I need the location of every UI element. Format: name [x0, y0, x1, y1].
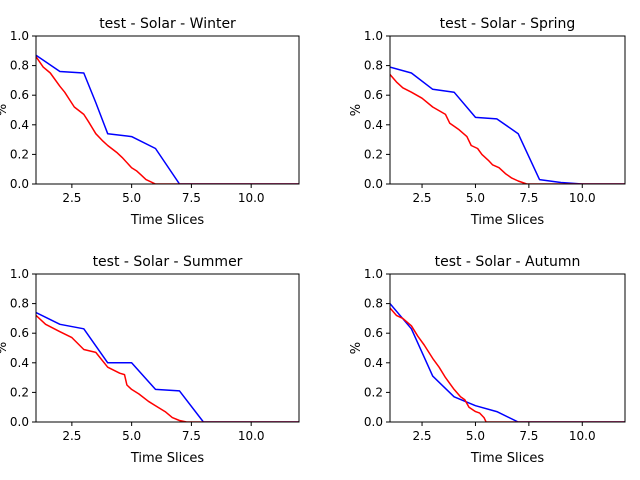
y-tick-label: 0.2 [364, 385, 383, 399]
subplot-title: test - Solar - Winter [99, 16, 236, 32]
subplot-spring: test - Solar - Spring Time Slices % 2.5 5… [349, 16, 626, 228]
series-line-1 [36, 56, 299, 184]
y-tick-label: 0.0 [10, 177, 29, 191]
series-line-0 [390, 66, 625, 184]
subplot-winter: test - Solar - Winter Time Slices % 2.5 5… [0, 16, 300, 228]
subplot-summer: test - Solar - Summer Time Slices % 2.5 5… [0, 254, 300, 466]
y-axis-label: % [349, 342, 364, 354]
subplot-title: test - Solar - Spring [440, 16, 576, 32]
series-line-1 [390, 74, 625, 184]
series-line-0 [36, 311, 299, 422]
y-tick-label: 0.8 [364, 297, 383, 311]
subplot-title: test - Solar - Summer [93, 254, 243, 270]
y-axis-label: % [0, 104, 10, 116]
x-tick-label: 2.5 [412, 191, 431, 205]
x-tick-label: 7.5 [519, 191, 538, 205]
y-tick-label: 0.2 [364, 147, 383, 161]
axes-frame [389, 35, 626, 185]
y-tick-label: 0.8 [364, 59, 383, 73]
x-tick-label: 5.0 [122, 429, 141, 443]
y-tick-label: 0.0 [10, 415, 29, 429]
series-line-1 [390, 307, 625, 422]
axes-frame [35, 273, 300, 423]
subplot-autumn: test - Solar - Autumn Time Slices % 2.5 5… [349, 254, 626, 466]
y-tick-label: 0.0 [364, 177, 383, 191]
y-tick-label: 0.6 [364, 88, 383, 102]
series-line-1 [36, 314, 299, 422]
y-tick-label: 0.0 [364, 415, 383, 429]
axes-frame [35, 35, 300, 185]
y-tick-label: 1.0 [364, 267, 383, 281]
series-line-0 [36, 54, 299, 184]
x-tick-label: 10.0 [569, 191, 596, 205]
y-tick-label: 1.0 [10, 29, 29, 43]
x-tick-label: 5.0 [466, 429, 485, 443]
y-tick-label: 0.4 [10, 356, 29, 370]
y-tick-label: 0.2 [10, 147, 29, 161]
y-tick-label: 1.0 [10, 267, 29, 281]
y-tick-label: 0.6 [10, 88, 29, 102]
y-tick-label: 1.0 [364, 29, 383, 43]
y-tick-label: 0.4 [10, 118, 29, 132]
x-axis-label: Time Slices [130, 451, 205, 466]
x-tick-label: 5.0 [122, 191, 141, 205]
x-tick-label: 2.5 [62, 429, 81, 443]
x-axis-label: Time Slices [130, 213, 205, 228]
x-tick-label: 7.5 [182, 429, 201, 443]
x-axis-label: Time Slices [470, 451, 545, 466]
y-tick-label: 0.4 [364, 356, 383, 370]
x-tick-label: 7.5 [519, 429, 538, 443]
y-tick-label: 0.8 [10, 59, 29, 73]
y-axis-label: % [0, 342, 10, 354]
axes-frame [389, 273, 626, 423]
x-tick-label: 10.0 [238, 429, 265, 443]
y-tick-label: 0.6 [10, 326, 29, 340]
y-tick-label: 0.2 [10, 385, 29, 399]
x-tick-label: 2.5 [62, 191, 81, 205]
x-axis-label: Time Slices [470, 213, 545, 228]
x-tick-label: 5.0 [466, 191, 485, 205]
y-tick-label: 0.4 [364, 118, 383, 132]
x-tick-label: 7.5 [182, 191, 201, 205]
y-tick-label: 0.6 [364, 326, 383, 340]
x-tick-label: 10.0 [569, 429, 596, 443]
subplot-title: test - Solar - Autumn [435, 254, 581, 270]
y-axis-label: % [349, 104, 364, 116]
x-tick-label: 10.0 [238, 191, 265, 205]
x-tick-label: 2.5 [412, 429, 431, 443]
y-tick-label: 0.8 [10, 297, 29, 311]
